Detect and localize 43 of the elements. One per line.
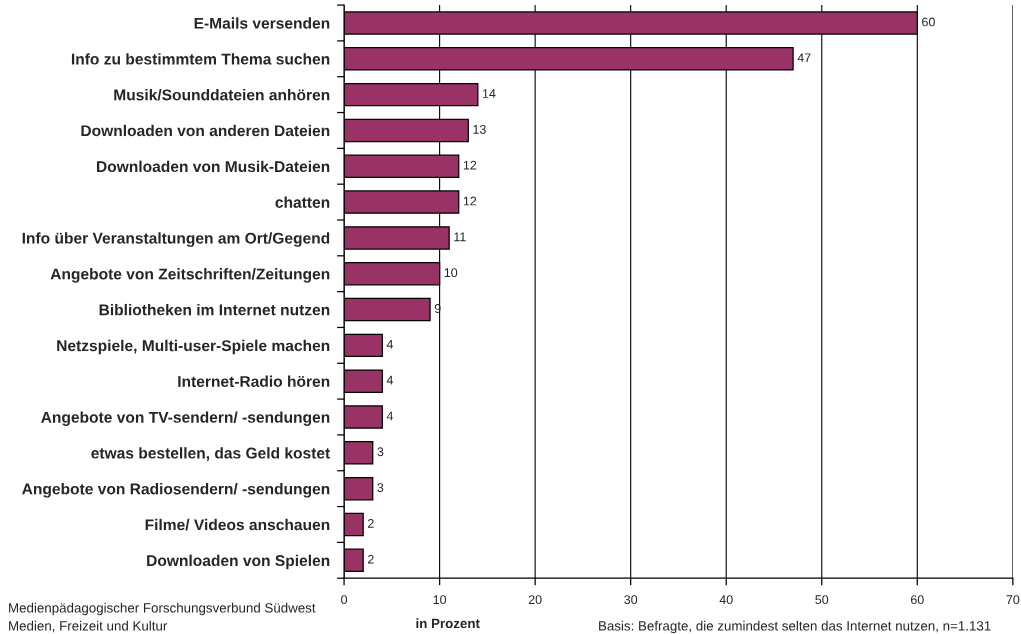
y-tick-label: chatten bbox=[275, 196, 330, 208]
y-tick-label: E-Mails versenden bbox=[194, 17, 330, 29]
data-label: 3 bbox=[377, 447, 384, 457]
y-tick-label: Angebote von TV-sendern/ -sendungen bbox=[41, 411, 330, 426]
y-tick-label: Info zu bestimmtem Thema suchen bbox=[71, 53, 330, 65]
y-tick-label: Angebote von Radiosendern/ -sendungen bbox=[22, 483, 330, 498]
y-tick-label: Netzspiele, Multi-user-Spiele machen bbox=[57, 339, 330, 355]
x-tick-label: 60 bbox=[910, 595, 924, 605]
data-label: 12 bbox=[463, 196, 477, 206]
x-tick-label: 10 bbox=[433, 595, 447, 605]
data-label: 4 bbox=[386, 411, 394, 421]
data-label: 2 bbox=[367, 518, 374, 528]
text: Basis: Befragte, die zumindest selten das Internet nutzen, n=1.131 bbox=[599, 620, 991, 634]
x-tick-label: 40 bbox=[719, 595, 733, 605]
x-axis-title: in Prozent bbox=[416, 618, 480, 629]
data-label: 14 bbox=[482, 89, 496, 98]
y-tick-label: Angebote von Zeitschriften/Zeitungen bbox=[50, 268, 330, 283]
data-label: 11 bbox=[454, 232, 466, 242]
y-tick-label: Info über Veranstaltungen am Ort/Gegend bbox=[22, 232, 330, 247]
data-label: 13 bbox=[473, 124, 486, 134]
text: Medienpädagogischer Forschungsverbund Südwest bbox=[9, 602, 316, 616]
x-tick-label: 30 bbox=[624, 595, 638, 605]
data-label: 2 bbox=[367, 554, 374, 564]
data-label: 47 bbox=[797, 53, 811, 63]
data-label: 3 bbox=[377, 483, 384, 493]
y-tick-label: Downloaden von anderen Dateien bbox=[81, 124, 330, 137]
y-tick-label: Downloaden von Spielen bbox=[147, 554, 330, 570]
x-tick-label: 0 bbox=[341, 595, 348, 605]
data-label: 10 bbox=[444, 268, 458, 278]
text: Medien, Freizeit und Kultur bbox=[9, 620, 168, 633]
y-tick-label: Bibliotheken im Internet nutzen bbox=[99, 303, 330, 316]
x-tick-label: 70 bbox=[1006, 595, 1020, 605]
data-label: 4 bbox=[386, 375, 394, 385]
data-label: 60 bbox=[922, 17, 935, 27]
x-tick-label: 20 bbox=[528, 595, 542, 605]
data-label: 12 bbox=[463, 160, 477, 170]
y-tick-label: Internet-Radio hören bbox=[178, 375, 330, 387]
data-label: 4 bbox=[386, 340, 394, 349]
x-tick-label: 50 bbox=[815, 595, 829, 605]
y-tick-label: etwas bestellen, das Geld kostet bbox=[91, 447, 331, 461]
y-tick-label: Downloaden von Musik-Dateien bbox=[97, 160, 330, 173]
y-tick-label: Filme/ Videos anschauen bbox=[145, 518, 330, 531]
y-tick-label: Musik/Sounddateien anhören bbox=[114, 88, 330, 101]
